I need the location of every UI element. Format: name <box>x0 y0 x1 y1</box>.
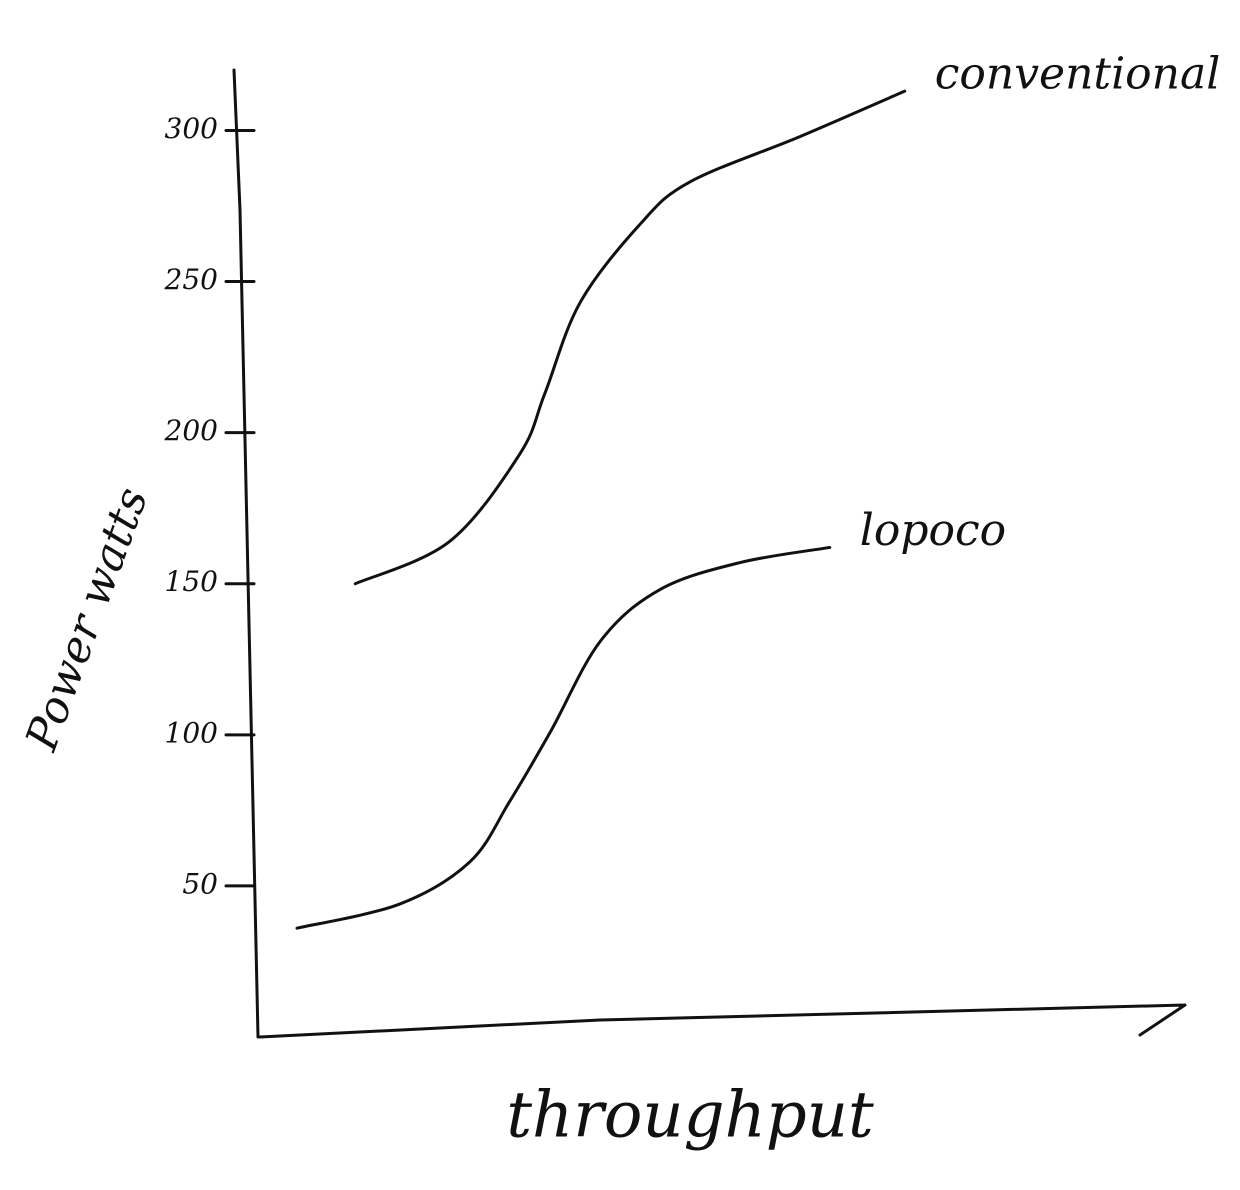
x-axis <box>258 1003 1187 1039</box>
y-axis <box>232 68 260 1039</box>
y-tick-label: 200 <box>164 414 218 447</box>
y-tick-label: 50 <box>182 867 218 900</box>
y-tick-label: 250 <box>164 263 218 296</box>
series-line <box>295 545 832 930</box>
series-line <box>353 89 907 586</box>
x-axis-label: throughput <box>506 1079 874 1153</box>
y-tick-label: 100 <box>165 716 218 749</box>
y-tick-label: 150 <box>165 565 218 598</box>
y-tick-label: 300 <box>165 112 218 145</box>
series-label: lopoco <box>860 505 1006 556</box>
series-label: conventional <box>935 49 1221 100</box>
